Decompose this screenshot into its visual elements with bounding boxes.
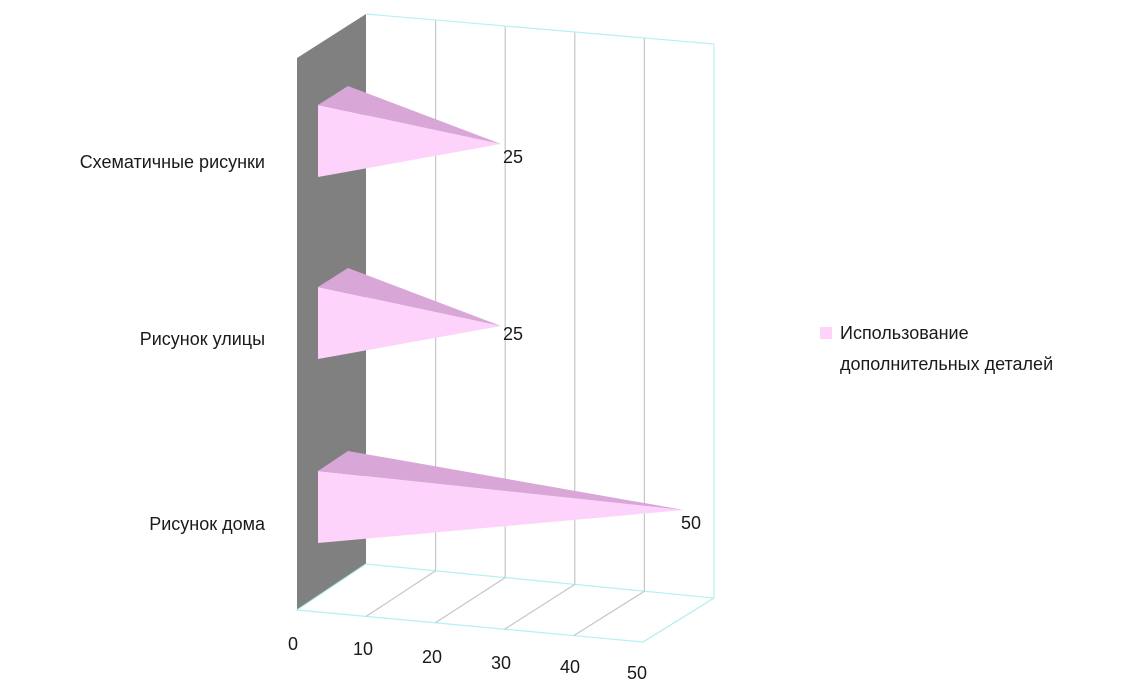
- x-tick-40: 40: [560, 657, 580, 677]
- frame-front-edge: [642, 597, 715, 643]
- legend-label-line2: дополнительных деталей: [840, 354, 1053, 374]
- x-tick-50: 50: [627, 663, 647, 681]
- x-tick-10: 10: [353, 639, 373, 659]
- data-label-2: 25: [503, 324, 523, 344]
- category-label-3: Рисунок дома: [149, 514, 266, 534]
- legend-swatch: [820, 327, 832, 339]
- category-label-2: Рисунок улицы: [140, 329, 265, 349]
- bar-cone-front: [318, 105, 501, 177]
- floor-grid-line: [573, 590, 645, 637]
- data-label-1: 25: [503, 147, 523, 167]
- legend-label-line1: Использование: [840, 323, 969, 343]
- x-tick-0: 0: [288, 634, 298, 654]
- bar-cone-top: [318, 268, 501, 326]
- bars-group: [318, 86, 684, 543]
- floor-grid-lines: [365, 570, 645, 637]
- floor-grid-line: [365, 570, 436, 617]
- floor-grid-line: [504, 583, 576, 630]
- data-label-3: 50: [681, 513, 701, 533]
- bar-cone-front: [318, 287, 501, 359]
- category-label-1: Схематичные рисунки: [80, 152, 265, 172]
- x-tick-30: 30: [491, 653, 511, 673]
- floor-grid-line: [435, 577, 506, 624]
- bar-cone-top: [318, 451, 684, 510]
- back-wall-frame: [365, 13, 715, 643]
- bar-cone-front: [318, 471, 684, 543]
- bar-cone-top: [318, 86, 501, 144]
- frame-top-edge: [365, 13, 715, 45]
- x-tick-20: 20: [422, 647, 442, 667]
